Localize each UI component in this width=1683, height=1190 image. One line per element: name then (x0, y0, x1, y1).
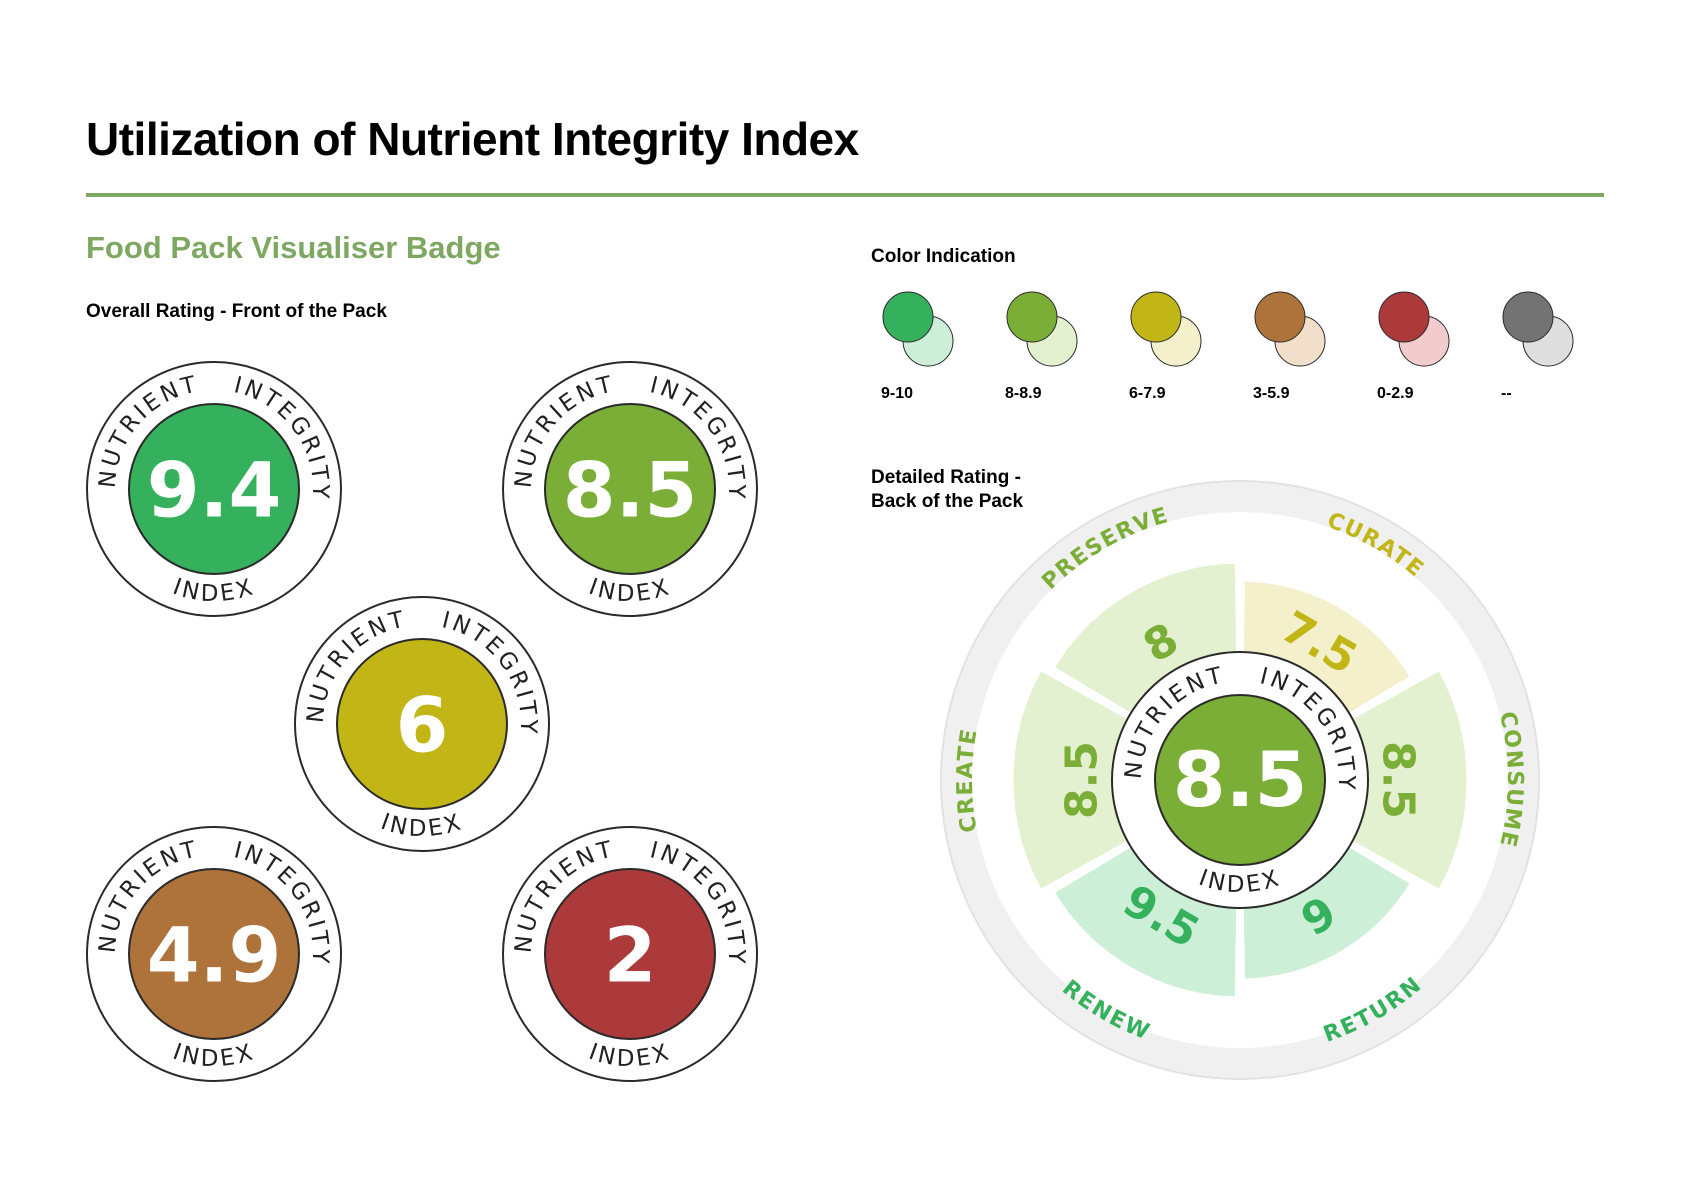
color-indication-label: Color Indication (871, 246, 1016, 267)
title-divider (86, 193, 1604, 197)
detailed-rating-label: Detailed Rating - Back of the Pack (871, 466, 1023, 514)
badge-score-value: 9.4 (147, 445, 282, 534)
detailed-rating-label-line1: Detailed Rating - (871, 467, 1021, 488)
legend-range-4: 3-5.9 (1253, 385, 1290, 402)
badge-score-value: 2 (604, 910, 657, 999)
legend-range-1: 9-10 (881, 385, 914, 402)
badge-score-circle (336, 638, 508, 810)
legend-range-5: 0-2.9 (1377, 385, 1414, 402)
legend-swatch (1006, 291, 1058, 343)
legend-swatch (1378, 291, 1430, 343)
badge-score-circle (128, 868, 300, 1040)
legend-swatch (1130, 291, 1182, 343)
badge-score-value: 6 (396, 680, 449, 769)
section-subtitle: Food Pack Visualiser Badge (86, 230, 501, 265)
badge-score-value: 4.9 (147, 910, 282, 999)
wheel-label-create: CREATE (953, 726, 983, 835)
detailed-rating-label-line2: Back of the Pack (871, 491, 1024, 512)
badge-score-circle (128, 403, 300, 575)
badge-score-circle (544, 868, 716, 1040)
badge-score-circle (544, 403, 716, 575)
legend-swatch (882, 291, 934, 343)
overall-rating-label: Overall Rating - Front of the Pack (86, 301, 387, 322)
legend-swatch (1254, 291, 1306, 343)
legend-range-2: 8-8.9 (1005, 385, 1042, 402)
detailed-rating-wheel: 8PRESERVE7.5CURATE8.5CONSUME9RETURN9.5RE… (940, 480, 1540, 1080)
color-legend (882, 291, 1574, 367)
badge-score-value: 8.5 (1173, 735, 1308, 824)
legend-range-3: 6-7.9 (1129, 385, 1166, 402)
wheel-value-consume: 8.5 (1373, 741, 1424, 819)
page-title: Utilization of Nutrient Integrity Index (86, 113, 859, 165)
badge-score-circle (1154, 694, 1326, 866)
badge-score-value: 8.5 (563, 445, 698, 534)
wheel-value-create: 8.5 (1057, 741, 1108, 819)
legend-range-6: -- (1501, 385, 1512, 402)
legend-swatch (1502, 291, 1554, 343)
